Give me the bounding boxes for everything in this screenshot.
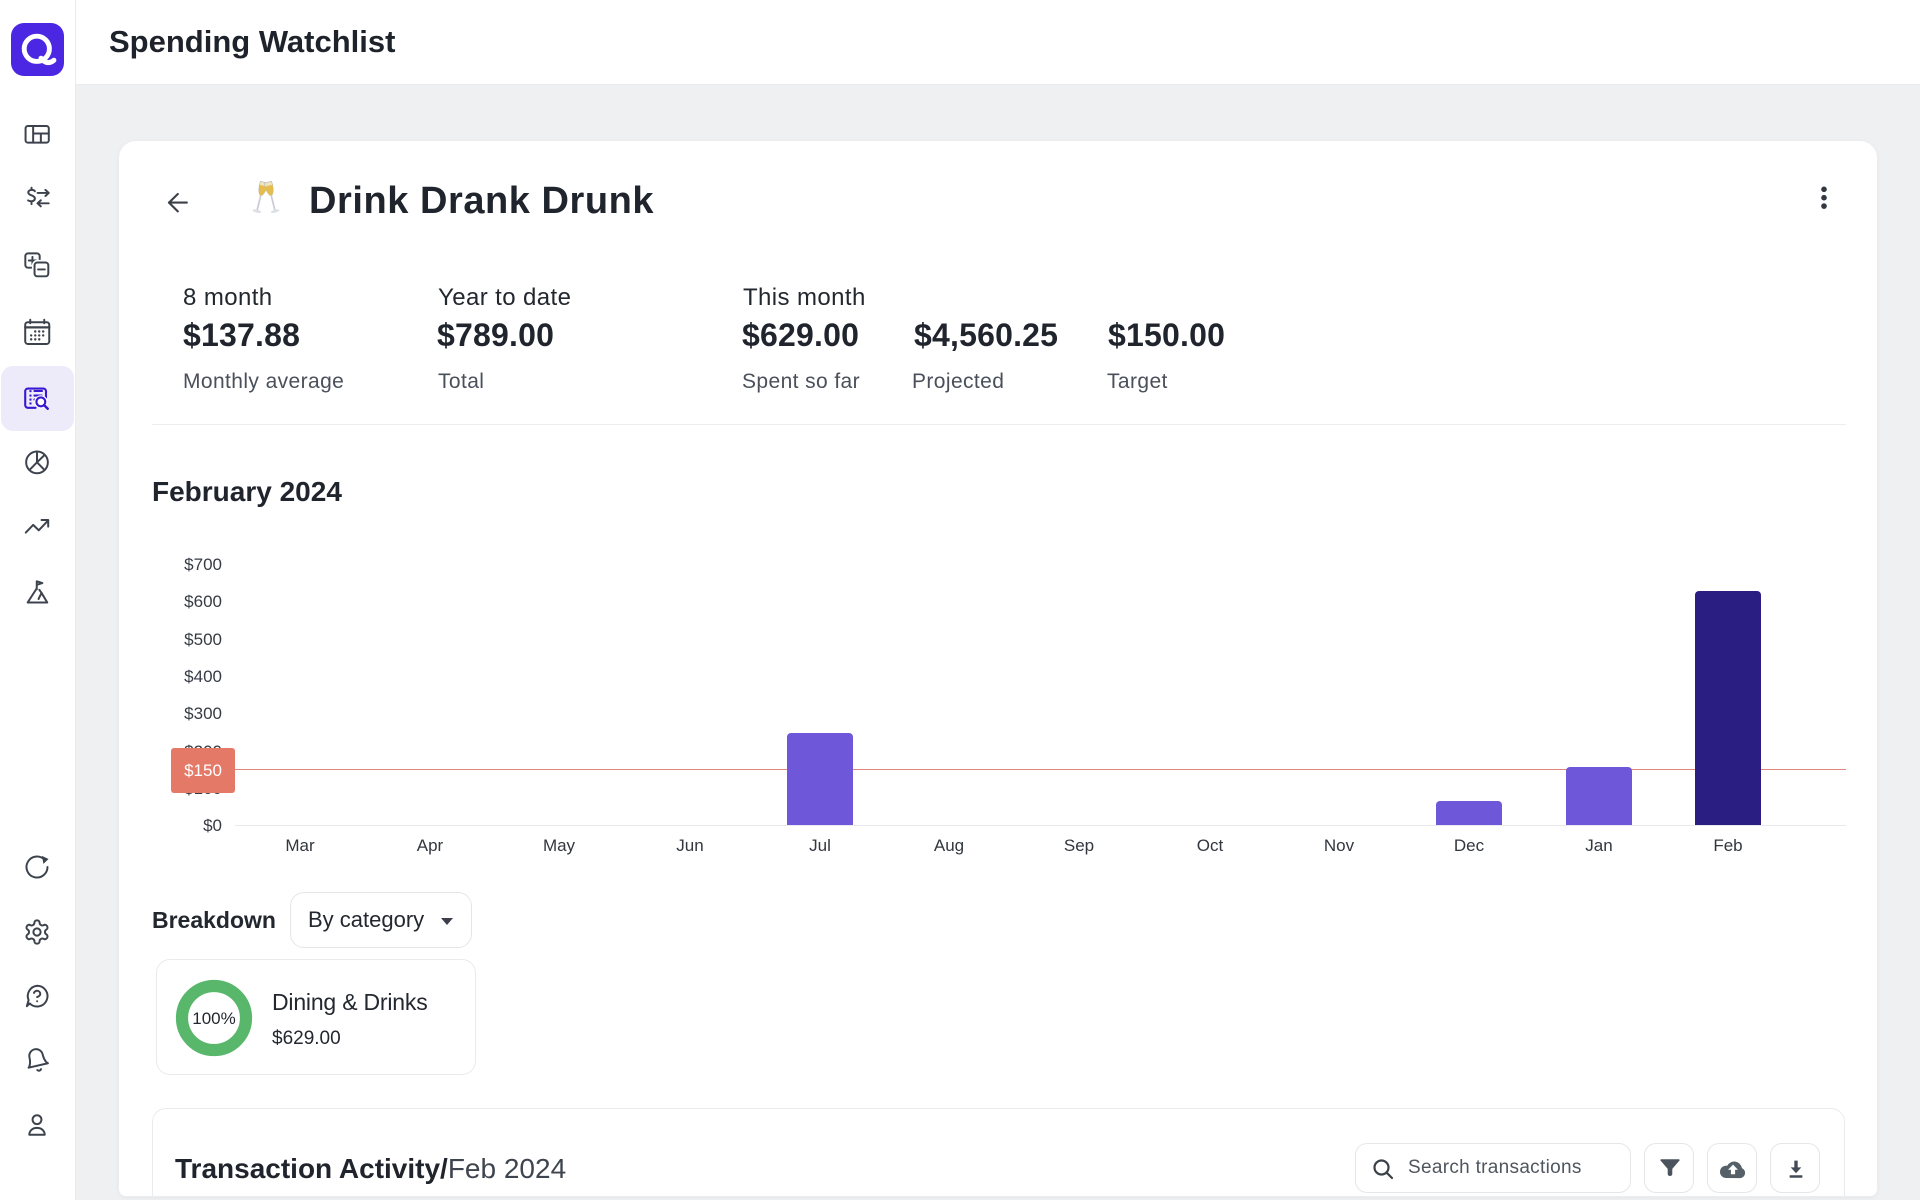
svg-text:100%: 100% (192, 1009, 235, 1028)
